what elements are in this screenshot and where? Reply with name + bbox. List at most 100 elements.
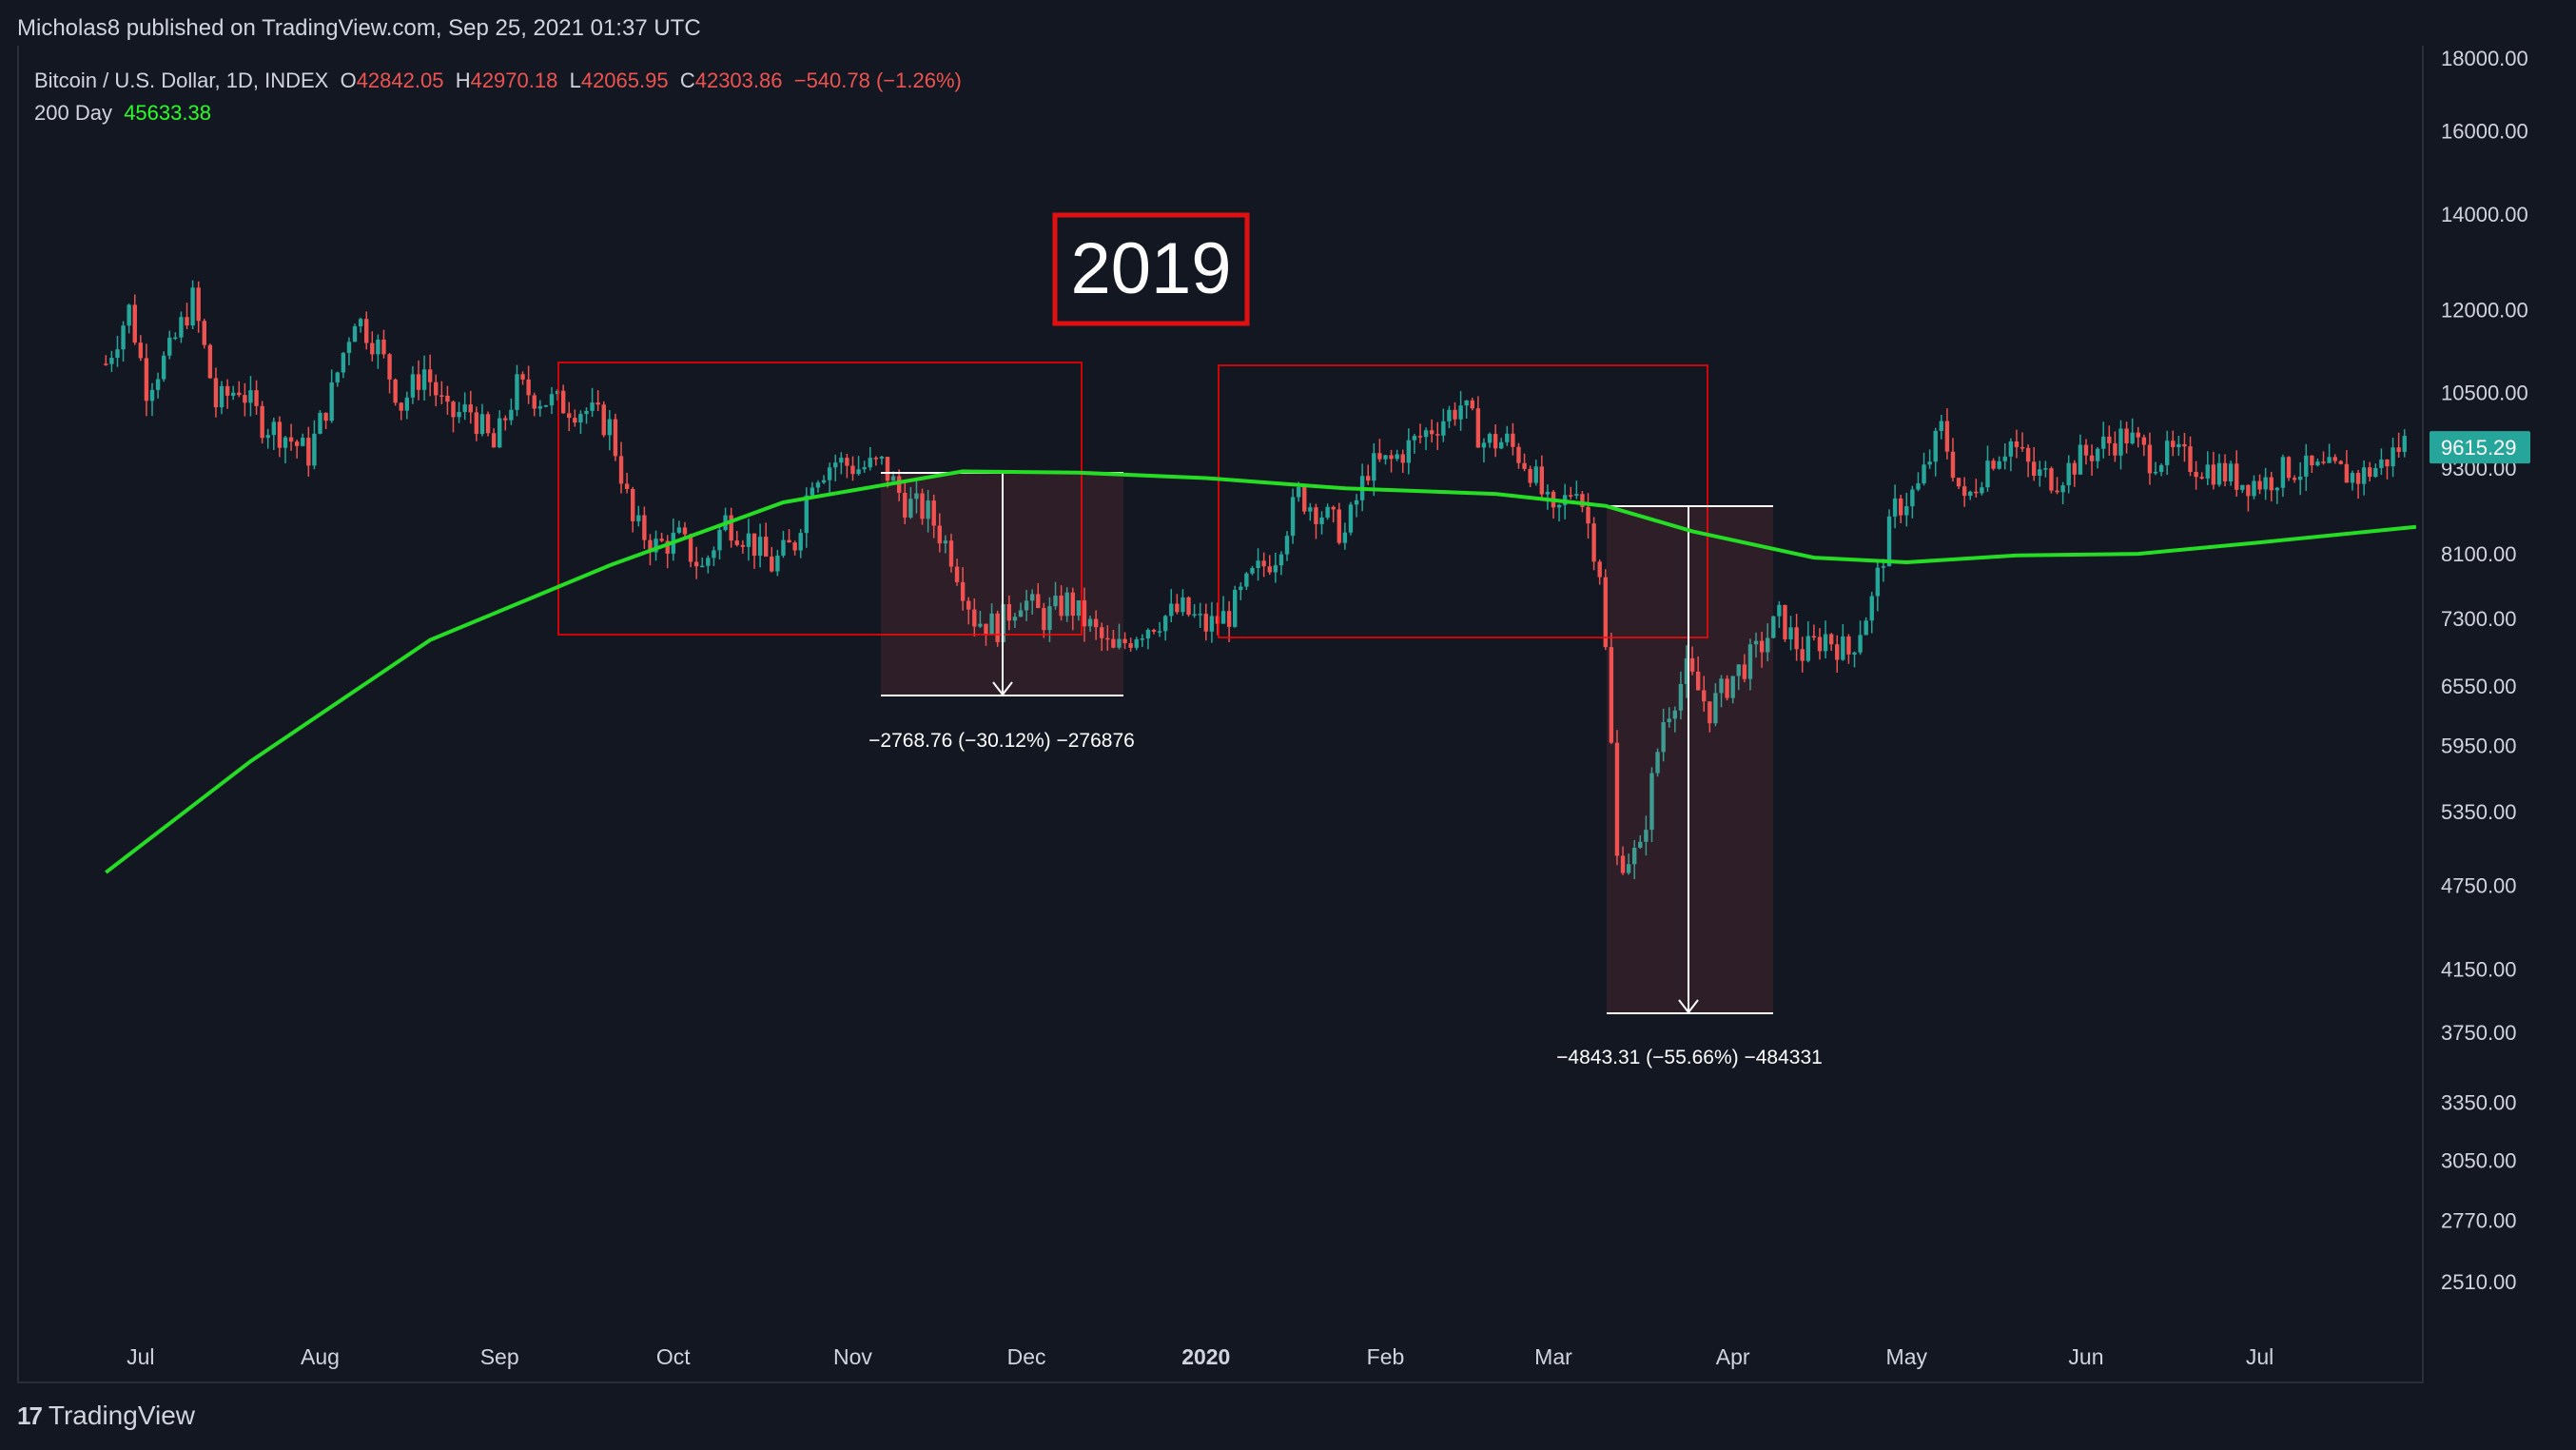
y-tick-label: 7300.00 <box>2441 607 2517 631</box>
candle-body <box>2147 444 2153 474</box>
candle-body <box>451 402 456 418</box>
candle-body <box>294 441 300 446</box>
candle-body <box>1997 460 2001 469</box>
candle-body <box>1042 608 1046 631</box>
candle-body <box>1841 636 1845 660</box>
candle-body <box>1122 638 1127 644</box>
candle-body <box>1064 592 1069 617</box>
candle-body <box>532 395 537 409</box>
candle-body <box>2182 443 2187 447</box>
candle-body <box>1922 464 1926 484</box>
candle-body <box>2338 460 2343 464</box>
measure-label: −2768.76 (−30.12%) −276876 <box>868 730 1135 752</box>
candle-body <box>288 437 294 442</box>
candle-body <box>2246 484 2251 497</box>
candle-body <box>1644 830 1649 842</box>
candle-body <box>1192 614 1197 617</box>
ma-200-line <box>105 469 2417 874</box>
candle-body <box>2315 461 2320 466</box>
candle-body <box>2083 444 2089 456</box>
candle-body <box>155 379 161 390</box>
candle-body <box>1487 434 1493 443</box>
year-label: 2019 <box>1070 228 1231 309</box>
candle-body <box>1939 421 1943 431</box>
y-tick-label: 2510.00 <box>2441 1270 2517 1294</box>
tradingview-logo-icon[interactable]: 17 <box>17 1401 43 1430</box>
candle-body <box>393 379 398 403</box>
candle-body <box>283 437 288 448</box>
candle-body <box>526 379 531 396</box>
candle-body <box>775 555 780 572</box>
candle-body <box>567 413 572 419</box>
candle-body <box>2066 462 2071 486</box>
candle-body <box>2327 457 2332 463</box>
candle-body <box>1730 676 1735 698</box>
candle-body <box>1296 487 1301 498</box>
candle-body <box>1574 494 1579 496</box>
candle-body <box>706 558 711 566</box>
candle-body <box>1881 566 1886 568</box>
candle-body <box>757 537 763 557</box>
candle-body <box>1626 864 1631 873</box>
candle-body <box>1556 504 1562 508</box>
candle-body <box>138 343 144 359</box>
x-tick-label: Apr <box>1716 1344 1750 1369</box>
candle-body <box>613 419 618 457</box>
candle-body <box>879 457 885 459</box>
candle-body <box>578 414 583 422</box>
candle-body <box>2396 447 2401 452</box>
candle-body <box>827 467 832 480</box>
y-tick-label: 3050.00 <box>2441 1149 2517 1173</box>
candle-body <box>654 539 658 553</box>
candle-body <box>1736 664 1741 676</box>
candle-body <box>1614 742 1620 856</box>
candle-body <box>2153 471 2158 474</box>
ma-label[interactable]: 200 Day <box>34 101 112 125</box>
candle-body <box>1070 592 1075 617</box>
candle-body <box>1649 773 1654 831</box>
candle-body <box>1753 640 1759 645</box>
candle-body <box>301 438 305 446</box>
candle-body <box>1505 433 1510 442</box>
ma-layer <box>105 469 2417 874</box>
footer: 17 TradingView <box>17 1391 195 1440</box>
candle-body <box>421 369 427 390</box>
candle-body <box>1759 640 1765 653</box>
candle-body <box>1777 604 1782 617</box>
candle-body <box>1128 643 1133 648</box>
candle-body <box>833 462 838 468</box>
candle-body <box>2274 487 2280 491</box>
candle-body <box>770 556 774 572</box>
candle-body <box>1093 618 1099 628</box>
candle-body <box>2292 478 2297 480</box>
candle-body <box>2136 432 2140 438</box>
symbol-label[interactable]: Bitcoin / U.S. Dollar, 1D, INDEX <box>34 69 329 92</box>
candle-body <box>2332 457 2337 461</box>
candle-body <box>1689 657 1695 672</box>
candle-body <box>1499 441 1504 449</box>
candle-body <box>1805 636 1811 661</box>
candle-body <box>1377 453 1382 460</box>
y-tick-label: 16000.00 <box>2441 120 2528 144</box>
x-tick-label: Oct <box>656 1344 691 1369</box>
candle-body <box>1458 405 1463 420</box>
candle-body <box>931 500 936 526</box>
candle-body <box>943 540 948 544</box>
candle-body <box>1331 506 1336 510</box>
brand-label[interactable]: TradingView <box>48 1401 196 1430</box>
candle-body <box>1389 455 1394 460</box>
candle-body <box>2101 436 2106 449</box>
candle-body <box>926 500 930 519</box>
candle-body <box>751 533 757 557</box>
candle-body <box>1765 637 1770 653</box>
candle-body <box>1215 616 1220 624</box>
candle-body <box>224 385 230 396</box>
candle-body <box>1511 433 1515 447</box>
candle-body <box>1852 652 1857 655</box>
candle-body <box>1910 489 1915 507</box>
candle-body <box>1916 483 1921 490</box>
x-tick-label: Mar <box>1534 1344 1572 1369</box>
candle-body <box>167 337 172 356</box>
y-tick-label: 5950.00 <box>2441 734 2517 757</box>
